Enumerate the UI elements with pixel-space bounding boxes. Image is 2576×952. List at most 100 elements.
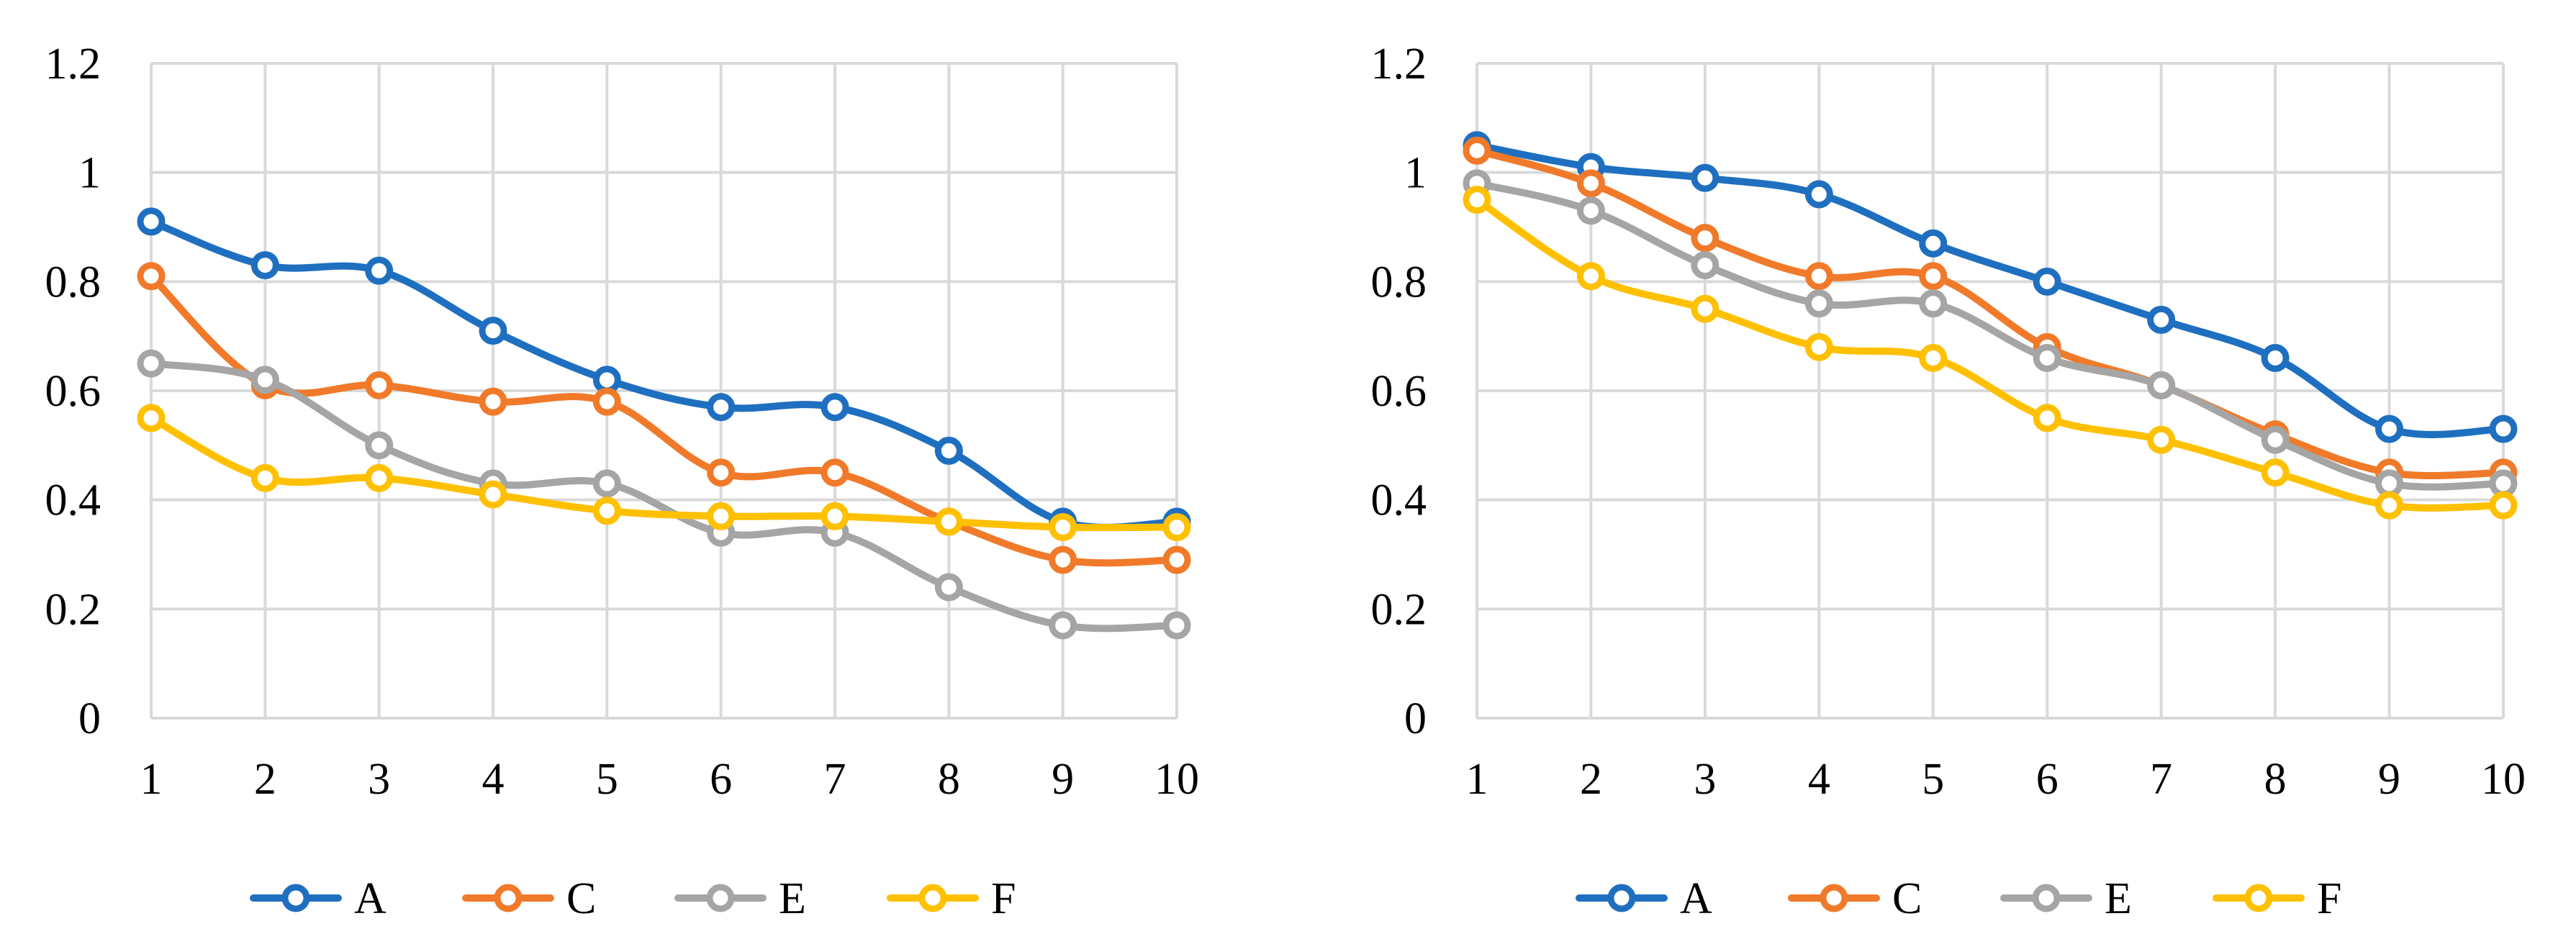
x-tick-label: 9 xyxy=(1052,755,1074,804)
data-point-F xyxy=(1691,294,1719,323)
data-point-C xyxy=(1162,545,1191,574)
data-point-A xyxy=(821,393,849,422)
series-line-A xyxy=(1473,141,2507,438)
data-point-A xyxy=(250,251,279,280)
data-point-C xyxy=(1463,136,1491,165)
legend-marker-C xyxy=(1820,884,1848,912)
data-point-F xyxy=(365,463,394,492)
x-tick-label: 1 xyxy=(140,755,163,804)
x-tick-label: 5 xyxy=(1922,755,1944,804)
series-line-C xyxy=(1473,147,2507,480)
data-point-A xyxy=(592,366,621,394)
data-point-A xyxy=(2489,414,2518,443)
legend-marker-C xyxy=(494,884,523,912)
data-point-A xyxy=(2033,267,2061,296)
data-point-F xyxy=(592,497,621,525)
data-point-F xyxy=(137,404,166,432)
data-point-C xyxy=(365,371,394,399)
data-point-E xyxy=(2147,371,2176,399)
data-point-A xyxy=(1919,229,1948,258)
y-tick-label: 0.4 xyxy=(45,476,101,525)
x-tick-label: 4 xyxy=(482,755,505,804)
data-point-F xyxy=(2375,491,2404,520)
data-point-F xyxy=(2147,425,2176,454)
y-tick-label: 0.2 xyxy=(45,585,101,634)
x-axis-ticks: 1 2 3 4 5 6 7 8 9 10 xyxy=(140,755,1200,804)
x-tick-label: 6 xyxy=(2036,755,2058,804)
data-point-F xyxy=(1049,513,1077,542)
data-point-C xyxy=(1576,169,1605,198)
series-C xyxy=(1463,136,2518,487)
legend-label-E: E xyxy=(779,874,806,923)
series-F xyxy=(137,404,1191,542)
data-point-A xyxy=(137,207,166,236)
x-tick-label: 6 xyxy=(710,755,732,804)
legend-label-A: A xyxy=(1680,874,1712,923)
series-line-F xyxy=(1473,196,2507,512)
x-tick-label: 7 xyxy=(824,755,846,804)
gridlines xyxy=(150,62,1178,720)
legend-label-F: F xyxy=(991,874,1016,923)
data-point-C xyxy=(821,458,849,487)
y-tick-label: 0.4 xyxy=(1371,476,1427,525)
x-tick-label: 3 xyxy=(368,755,390,804)
x-tick-label: 2 xyxy=(1580,755,1602,804)
x-tick-label: 10 xyxy=(1154,755,1199,804)
data-point-E xyxy=(250,366,279,394)
data-point-F xyxy=(1162,513,1191,542)
series-E xyxy=(137,349,1191,640)
data-point-E xyxy=(365,431,394,460)
legend-marker-F xyxy=(2244,884,2273,912)
y-tick-label: 0 xyxy=(78,694,101,743)
series-line-F xyxy=(148,414,1180,532)
legend-label-E: E xyxy=(2105,874,2132,923)
data-point-A xyxy=(479,317,507,345)
y-tick-label: 0.2 xyxy=(1371,585,1427,634)
legend-marker-E xyxy=(2032,884,2061,912)
x-axis-ticks: 1 2 3 4 5 6 7 8 9 10 xyxy=(1466,755,2526,804)
data-point-C xyxy=(1691,224,1719,253)
legend-label-A: A xyxy=(354,874,387,923)
data-point-A xyxy=(2261,344,2290,372)
y-tick-label: 0.6 xyxy=(1371,367,1427,416)
y-tick-label: 0 xyxy=(1404,694,1427,743)
data-point-A xyxy=(2147,305,2176,334)
x-tick-label: 8 xyxy=(2264,755,2287,804)
legend-marker-A xyxy=(281,884,310,912)
data-point-E xyxy=(2261,425,2290,454)
data-point-E xyxy=(1804,289,1833,318)
series-line-E xyxy=(148,360,1180,633)
series-line-C xyxy=(148,272,1180,567)
data-point-F xyxy=(250,463,279,492)
legend-label-F: F xyxy=(2317,874,2341,923)
data-point-C xyxy=(137,262,166,291)
data-point-E xyxy=(1576,196,1605,225)
data-point-F xyxy=(2489,491,2518,520)
data-point-C xyxy=(479,387,507,416)
series-E xyxy=(1463,169,2518,498)
y-tick-label: 1 xyxy=(78,149,101,198)
x-tick-label: 7 xyxy=(2150,755,2172,804)
data-point-F xyxy=(1463,186,1491,214)
data-point-C xyxy=(1049,545,1077,574)
data-point-F xyxy=(2261,458,2290,487)
data-point-E xyxy=(1919,289,1948,318)
data-point-E xyxy=(1162,611,1191,640)
data-point-C xyxy=(592,387,621,416)
x-tick-label: 8 xyxy=(938,755,960,804)
legend-marker-E xyxy=(706,884,735,912)
y-tick-label: 0.8 xyxy=(45,258,101,307)
data-point-F xyxy=(1919,344,1948,372)
series-line-E xyxy=(1473,179,2507,491)
data-point-E xyxy=(1691,251,1719,280)
x-tick-label: 4 xyxy=(1808,755,1830,804)
data-point-F xyxy=(821,502,849,530)
series-F xyxy=(1463,186,2518,520)
data-point-C xyxy=(707,458,736,487)
data-point-C xyxy=(1919,262,1948,291)
data-point-E xyxy=(2489,469,2518,498)
chart-1: 0 0.2 0.4 0.6 0.8 1 1.2 1 2 3 4 5 6 7 8 9 10 A C E F xyxy=(45,40,1200,923)
data-point-F xyxy=(1576,262,1605,291)
data-point-E xyxy=(592,469,621,498)
